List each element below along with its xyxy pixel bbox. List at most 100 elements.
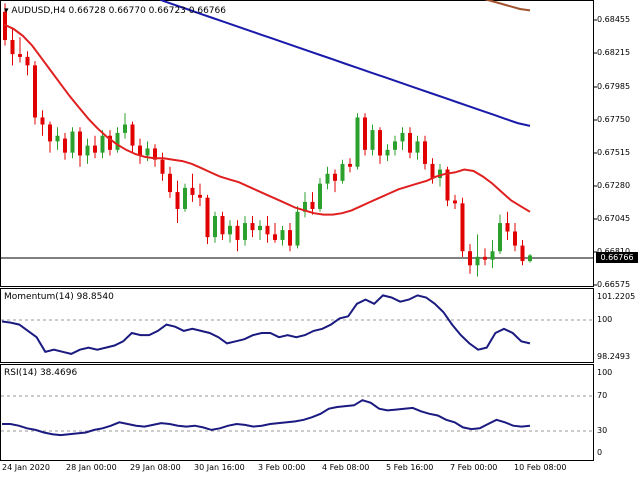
candle bbox=[265, 216, 270, 243]
candle bbox=[175, 180, 180, 224]
candle bbox=[123, 113, 127, 139]
price-label: 0.68215 bbox=[597, 48, 631, 57]
candlestick-series bbox=[3, 3, 532, 277]
candle bbox=[505, 211, 510, 240]
rsi-label: RSI(14) 38.4696 bbox=[4, 368, 78, 378]
price-label: 0.67045 bbox=[597, 214, 631, 223]
symbol-ohlc-text: AUDUSD,H4 0.66728 0.66770 0.66723 0.6676… bbox=[11, 6, 226, 16]
rsi-line bbox=[2, 399, 531, 437]
time-axis-label: 5 Feb 16:00 bbox=[386, 463, 434, 472]
rsi-scale-30: 30 bbox=[597, 426, 608, 435]
ma-long-line bbox=[484, 0, 531, 12]
candle bbox=[160, 152, 165, 181]
candle bbox=[325, 166, 330, 190]
candle bbox=[303, 192, 307, 218]
candle bbox=[393, 135, 397, 156]
candle bbox=[115, 127, 120, 153]
price-label: 0.67985 bbox=[597, 82, 631, 91]
rsi-pane-border bbox=[0, 364, 594, 461]
time-axis-label: 28 Jan 00:00 bbox=[66, 463, 117, 472]
symbol-header: ▾ AUDUSD,H4 0.66728 0.66770 0.66723 0.66… bbox=[4, 6, 226, 16]
candle bbox=[235, 220, 240, 252]
candle bbox=[130, 121, 135, 153]
momentum-line bbox=[1, 294, 531, 355]
candle bbox=[258, 220, 262, 240]
time-axis-label: 10 Feb 08:00 bbox=[514, 463, 567, 472]
candle bbox=[153, 144, 157, 167]
candle bbox=[93, 135, 97, 159]
candle bbox=[423, 135, 427, 170]
candle bbox=[205, 194, 210, 245]
candle bbox=[168, 166, 172, 198]
candle bbox=[385, 144, 390, 162]
candle bbox=[340, 159, 345, 184]
candle bbox=[430, 158, 435, 184]
candle bbox=[288, 223, 292, 252]
candle bbox=[10, 28, 15, 66]
time-axis-label: 29 Jan 08:00 bbox=[130, 463, 181, 472]
candle bbox=[108, 130, 112, 156]
candle bbox=[280, 225, 285, 246]
time-axis-label: 24 Jan 2020 bbox=[2, 463, 50, 472]
candle bbox=[483, 248, 487, 266]
candle bbox=[355, 113, 360, 170]
candle bbox=[220, 211, 225, 240]
momentum-scale-top: 101.2205 bbox=[597, 292, 636, 301]
candle bbox=[228, 220, 232, 243]
time-axis-label: 30 Jan 16:00 bbox=[194, 463, 245, 472]
candle bbox=[18, 37, 22, 63]
candle bbox=[190, 173, 195, 202]
candle bbox=[213, 211, 217, 243]
dropdown-triangle-icon[interactable]: ▾ bbox=[4, 6, 9, 16]
candle bbox=[513, 223, 517, 252]
candle bbox=[273, 223, 277, 243]
candle bbox=[33, 61, 37, 125]
momentum-pane-border bbox=[0, 288, 594, 363]
ma-fast-line bbox=[3, 23, 531, 216]
candle bbox=[498, 214, 502, 255]
candle bbox=[250, 216, 255, 238]
candle bbox=[100, 130, 105, 159]
price-scale-ticks bbox=[593, 19, 597, 286]
candle bbox=[48, 121, 52, 153]
candle bbox=[370, 124, 375, 156]
rsi-scale-0: 0 bbox=[597, 448, 603, 457]
candle bbox=[520, 239, 525, 266]
time-axis-label: 3 Feb 00:00 bbox=[258, 463, 306, 472]
candle bbox=[243, 216, 247, 246]
candle bbox=[460, 197, 465, 257]
candle bbox=[183, 183, 187, 212]
price-label: 0.66575 bbox=[597, 280, 631, 289]
candle bbox=[55, 127, 60, 150]
candle bbox=[310, 192, 315, 215]
candle bbox=[475, 234, 480, 277]
price-label: 0.66810 bbox=[597, 247, 630, 256]
candle bbox=[453, 194, 457, 209]
momentum-scale-mid: 100 bbox=[597, 315, 613, 324]
rsi-scale-70: 70 bbox=[597, 391, 608, 400]
candle bbox=[408, 127, 412, 159]
candle bbox=[378, 127, 382, 164]
candle bbox=[78, 127, 82, 167]
candle bbox=[415, 135, 420, 160]
time-axis-label: 7 Feb 00:00 bbox=[450, 463, 498, 472]
ma-slow-line bbox=[159, 0, 531, 127]
price-label: 0.67515 bbox=[597, 148, 631, 157]
rsi-scale-100: 100 bbox=[597, 368, 613, 377]
candle bbox=[138, 138, 142, 164]
momentum-scale-bottom: 98.2493 bbox=[597, 352, 631, 361]
candle bbox=[468, 244, 472, 274]
candle bbox=[363, 113, 367, 156]
candle bbox=[40, 110, 45, 136]
current-price-badge: 0.66766 bbox=[596, 252, 638, 263]
candle bbox=[198, 183, 202, 207]
price-label: 0.67280 bbox=[597, 181, 631, 190]
price-label: 0.67750 bbox=[597, 115, 631, 124]
momentum-label: Momentum(14) 98.8540 bbox=[4, 292, 114, 302]
candle bbox=[400, 127, 405, 150]
candle bbox=[295, 206, 300, 249]
candle bbox=[528, 254, 532, 263]
candle bbox=[348, 158, 352, 173]
